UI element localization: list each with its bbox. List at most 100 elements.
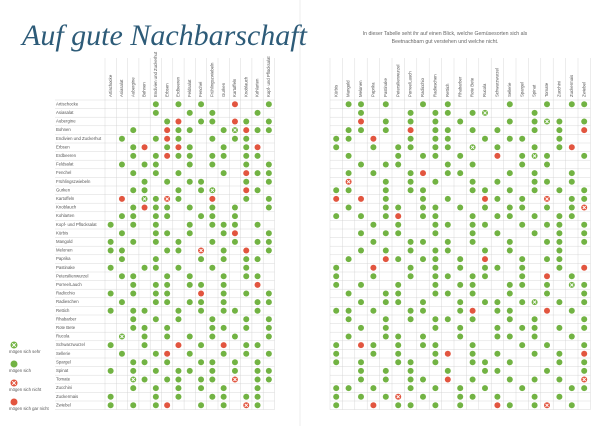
cell-mark <box>175 247 182 254</box>
cell-mark <box>141 204 148 211</box>
cell-mark-dot <box>568 178 575 185</box>
cell-mark <box>444 161 451 168</box>
cell-mark <box>432 264 439 271</box>
cell-mark-dot <box>519 195 526 202</box>
cell-mark-dot <box>556 144 563 151</box>
cell-mark <box>382 256 389 263</box>
cell-mark <box>164 247 171 254</box>
cell-mark <box>370 238 377 245</box>
cell-mark-dot <box>265 316 272 323</box>
cell-mark-dot <box>130 238 137 245</box>
cell-mark-dot <box>506 402 513 409</box>
cell-mark-dot <box>209 109 216 116</box>
cell-mark <box>220 290 227 297</box>
cell-mark <box>581 316 588 323</box>
cell-mark-dot <box>345 316 352 323</box>
cell-mark <box>164 402 171 409</box>
cell-mark-dot <box>345 385 352 392</box>
cell-mark <box>482 221 488 228</box>
cell-mark-dot <box>494 324 501 331</box>
cell-mark <box>568 213 575 220</box>
cell-mark <box>345 316 352 323</box>
cell-mark-dot <box>370 221 377 228</box>
cell-mark <box>382 324 389 331</box>
cell-mark-dot <box>370 402 377 409</box>
cell-mark-dot <box>568 402 575 409</box>
cell-mark-dot <box>130 152 137 159</box>
cell-mark <box>220 281 227 288</box>
cell-mark <box>370 170 377 177</box>
cell-mark-dot <box>407 385 414 392</box>
cell-mark-dot <box>141 307 148 314</box>
cell-mark <box>141 342 148 349</box>
cell-mark-dot <box>118 213 125 220</box>
cell-mark <box>152 170 159 177</box>
cell-mark-dot <box>407 238 414 245</box>
cell-mark-dot <box>432 281 439 288</box>
cell-mark <box>130 316 137 323</box>
row-label: Asiasalat <box>56 110 74 115</box>
cell-mark <box>568 385 575 392</box>
cell-mark-dot <box>231 367 238 374</box>
cell-mark-dot <box>382 195 389 202</box>
cell-mark <box>407 385 414 392</box>
cell-mark-dot <box>175 367 182 374</box>
cell-mark-dot <box>420 307 426 314</box>
cell-mark <box>444 144 451 151</box>
cell-mark <box>243 316 250 323</box>
cell-mark <box>152 161 159 168</box>
cell-mark-dot <box>432 144 439 151</box>
cell-mark-dot <box>581 118 588 125</box>
cell-mark <box>581 359 588 366</box>
cell-mark <box>581 152 588 159</box>
cell-mark <box>457 264 464 271</box>
cell-mark <box>152 213 159 220</box>
cell-mark <box>265 127 272 134</box>
cell-mark <box>175 152 182 159</box>
cell-mark <box>358 118 364 125</box>
cell-mark <box>370 307 377 314</box>
cell-mark <box>432 247 439 254</box>
cell-mark <box>432 144 439 151</box>
cell-mark <box>231 118 238 125</box>
cell-mark <box>231 238 238 245</box>
row-label: Erbsen <box>56 144 70 149</box>
cell-mark-dot <box>345 307 352 314</box>
cell-mark <box>175 135 182 142</box>
cell-mark <box>186 367 193 374</box>
cell-mark-dot <box>544 256 550 263</box>
cell-mark <box>243 350 250 357</box>
cell-mark-dot <box>209 161 216 168</box>
cell-mark <box>432 127 439 134</box>
cell-mark <box>544 118 550 125</box>
cell-mark <box>209 161 216 168</box>
cell-mark <box>506 238 513 245</box>
cell-mark-dot <box>544 178 550 185</box>
cell-mark <box>243 247 250 254</box>
cell-mark <box>556 299 563 306</box>
cell-mark <box>382 204 389 211</box>
column-header: Petersilienwurzel <box>395 64 400 97</box>
cell-mark-dot <box>494 367 501 374</box>
row-label: Bohnen <box>56 127 71 132</box>
row-label: Kohlarten <box>56 213 75 218</box>
cell-mark <box>506 170 513 177</box>
cell-mark <box>581 118 588 125</box>
cell-mark-cross <box>233 377 237 382</box>
legend-mark <box>10 360 18 368</box>
cell-mark <box>407 376 414 383</box>
cell-mark <box>544 342 550 349</box>
cell-mark <box>469 290 476 297</box>
cell-mark <box>358 393 364 400</box>
cell-mark <box>420 238 426 245</box>
cell-mark-dot <box>432 350 439 357</box>
cell-mark-dot <box>265 367 272 374</box>
cell-mark-dot <box>265 101 272 108</box>
cell-mark-dot <box>198 359 205 366</box>
cell-mark <box>519 342 526 349</box>
cell-mark <box>130 221 137 228</box>
cell-mark-cross <box>210 188 215 193</box>
cell-mark <box>531 127 538 134</box>
cell-mark <box>164 135 171 142</box>
column-header: Spinat <box>532 84 537 97</box>
